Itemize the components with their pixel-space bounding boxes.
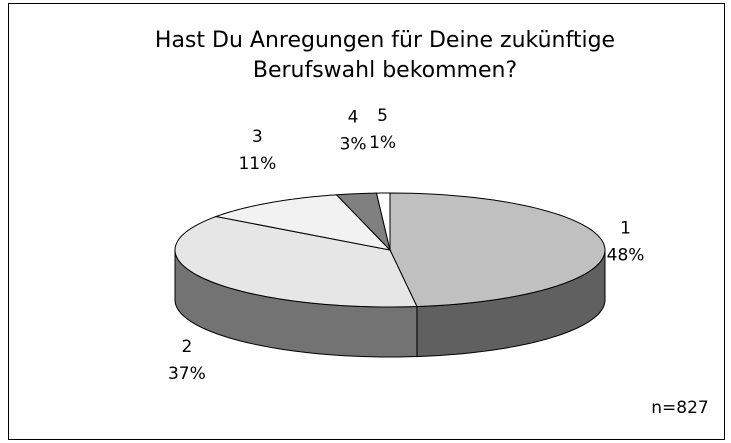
slice-value-label: 48% (607, 245, 645, 265)
slice-category-label: 2 (181, 337, 192, 357)
slice-category-label: 1 (620, 218, 631, 238)
slice-category-label: 5 (377, 106, 388, 126)
slice (375, 192, 391, 251)
chart-title: Hast Du Anregungen für Deine zukünftige … (154, 28, 616, 83)
slice (389, 192, 606, 308)
slice-value-label: 1% (369, 133, 396, 153)
slice-category-label: 3 (252, 127, 263, 147)
slice-value-label: 3% (340, 134, 367, 154)
slice-value-label: 11% (238, 154, 276, 174)
slice-category-label: 4 (348, 107, 359, 127)
slice (214, 194, 392, 251)
slice (174, 215, 418, 308)
slice (335, 192, 391, 252)
slice-value-label: 37% (168, 364, 206, 384)
sample-size: n=827 (651, 398, 708, 418)
